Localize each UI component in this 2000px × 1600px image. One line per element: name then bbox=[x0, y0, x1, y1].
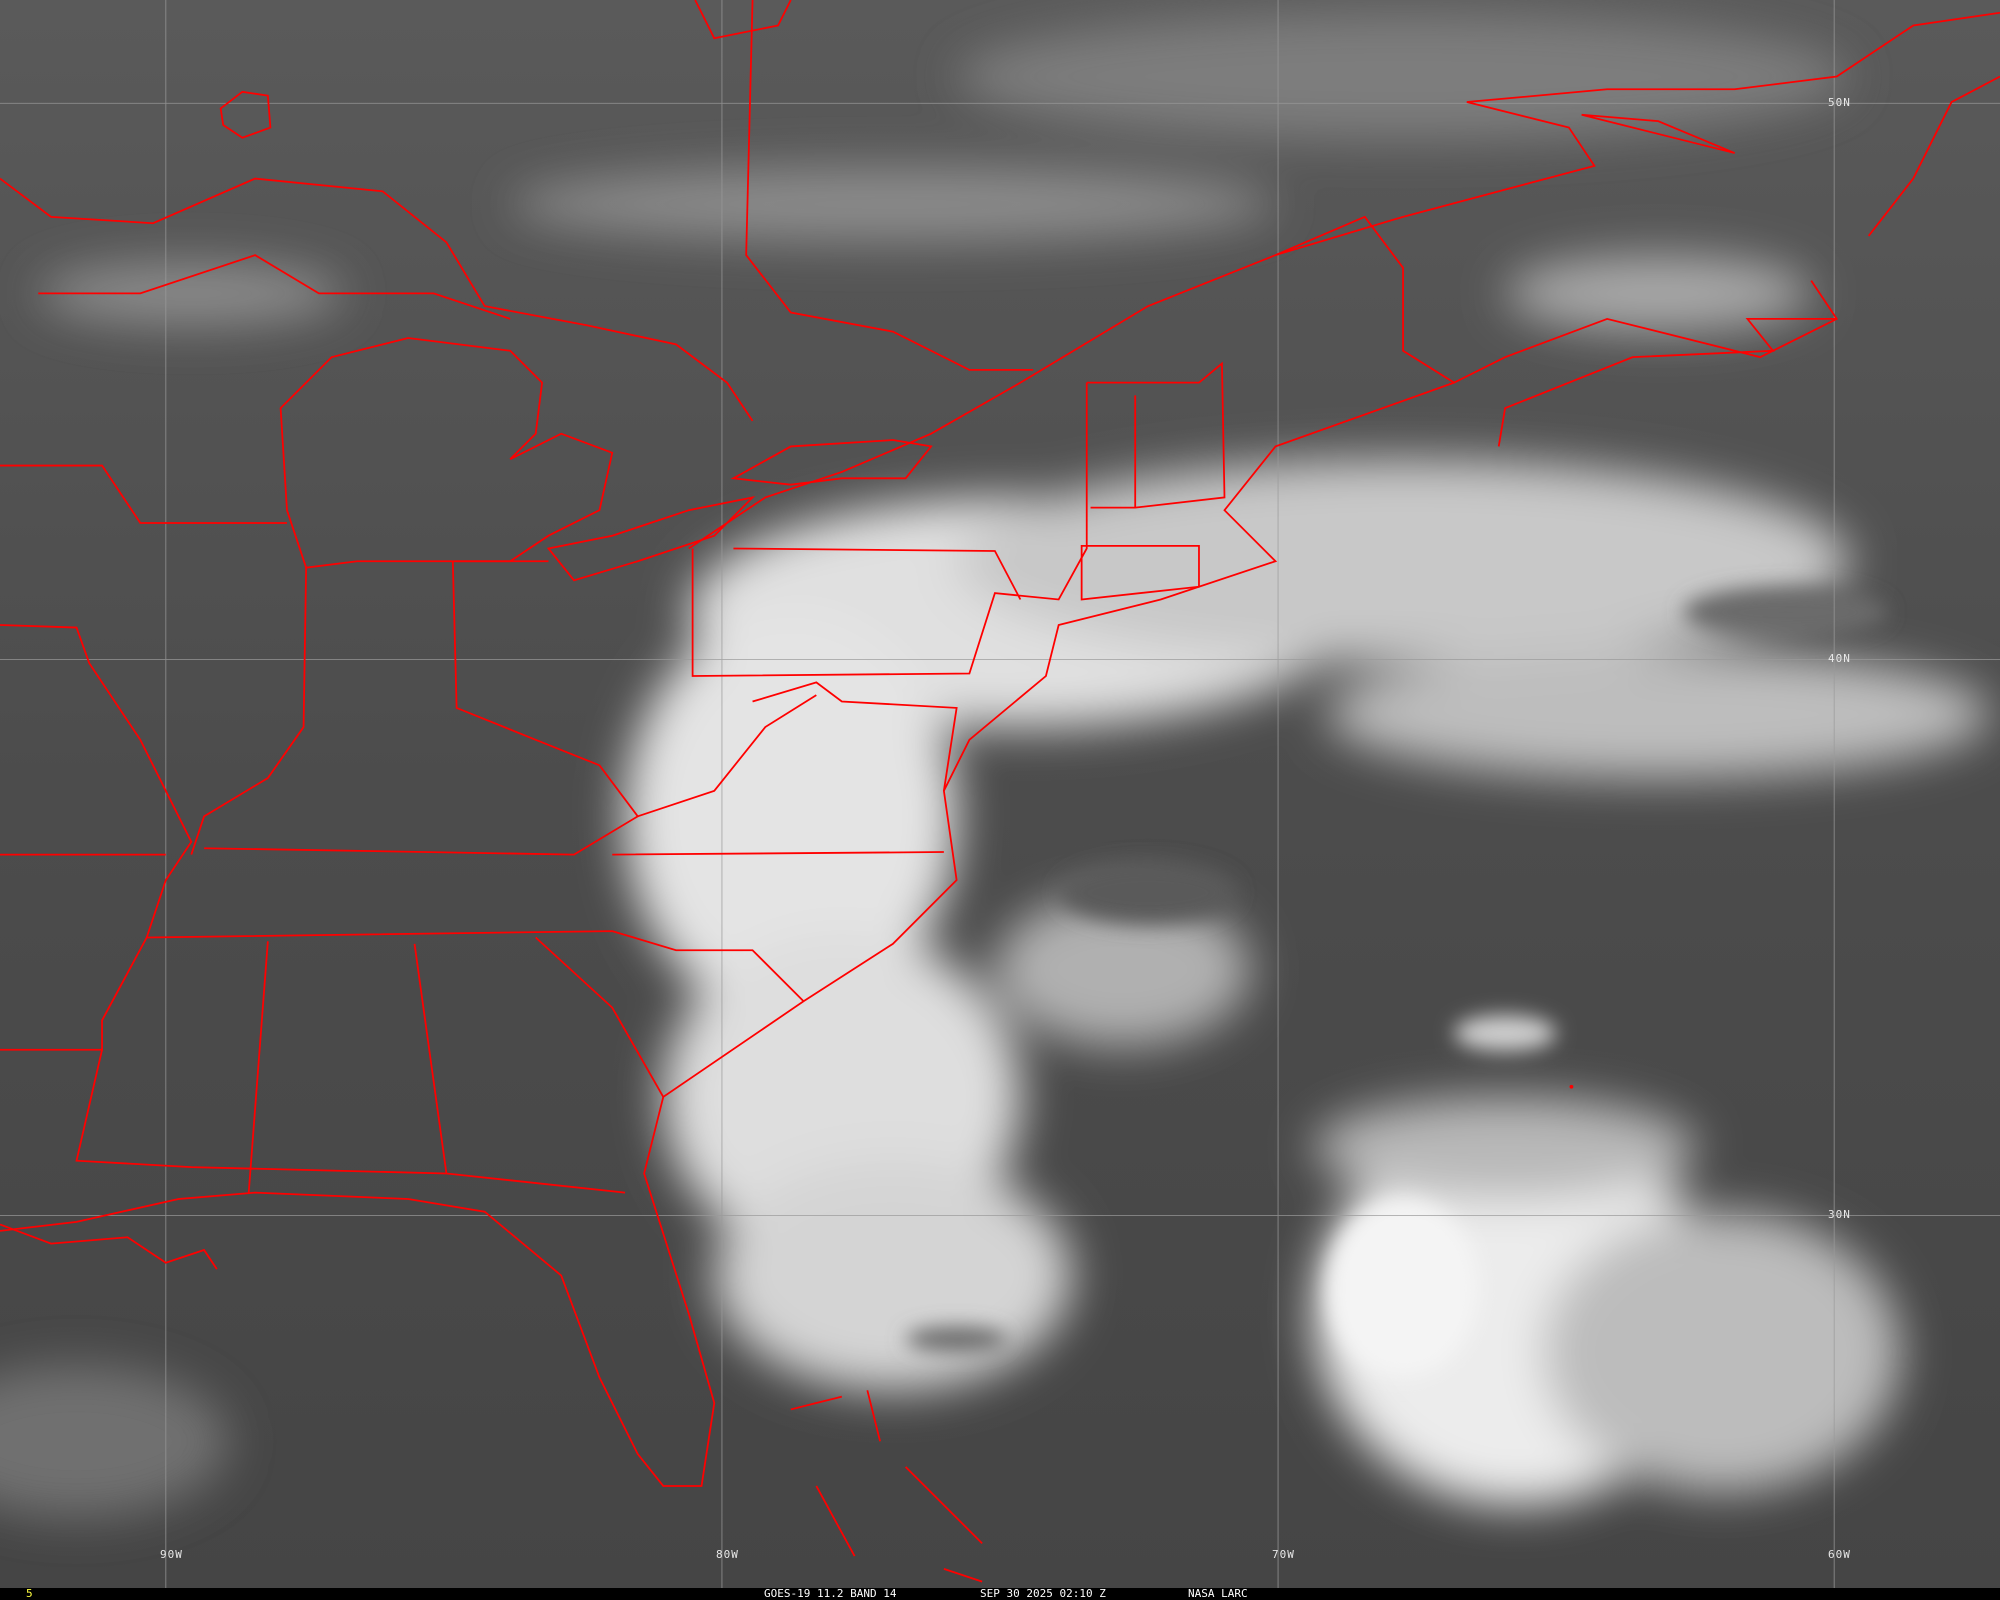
marker-point bbox=[1569, 1084, 1574, 1089]
lon-label-90w: 90W bbox=[160, 1548, 183, 1561]
lat-label-40n: 40N bbox=[1828, 652, 1851, 665]
clouds bbox=[0, 12, 1990, 1518]
satellite-band: GOES-19 11.2 BAND 14 bbox=[764, 1587, 897, 1600]
lat-label-50n: 50N bbox=[1828, 96, 1851, 109]
status-bar: 5 GOES-19 11.2 BAND 14 SEP 30 2025 02:10… bbox=[0, 1588, 2000, 1600]
lon-label-70w: 70W bbox=[1272, 1548, 1295, 1561]
image-datetime: SEP 30 2025 02:10 Z bbox=[980, 1587, 1106, 1600]
lon-label-60w: 60W bbox=[1828, 1548, 1851, 1561]
image-source: NASA LARC bbox=[1188, 1587, 1248, 1600]
frame-number: 5 bbox=[26, 1587, 33, 1600]
lon-label-80w: 80W bbox=[716, 1548, 739, 1561]
lat-label-30n: 30N bbox=[1828, 1208, 1851, 1221]
